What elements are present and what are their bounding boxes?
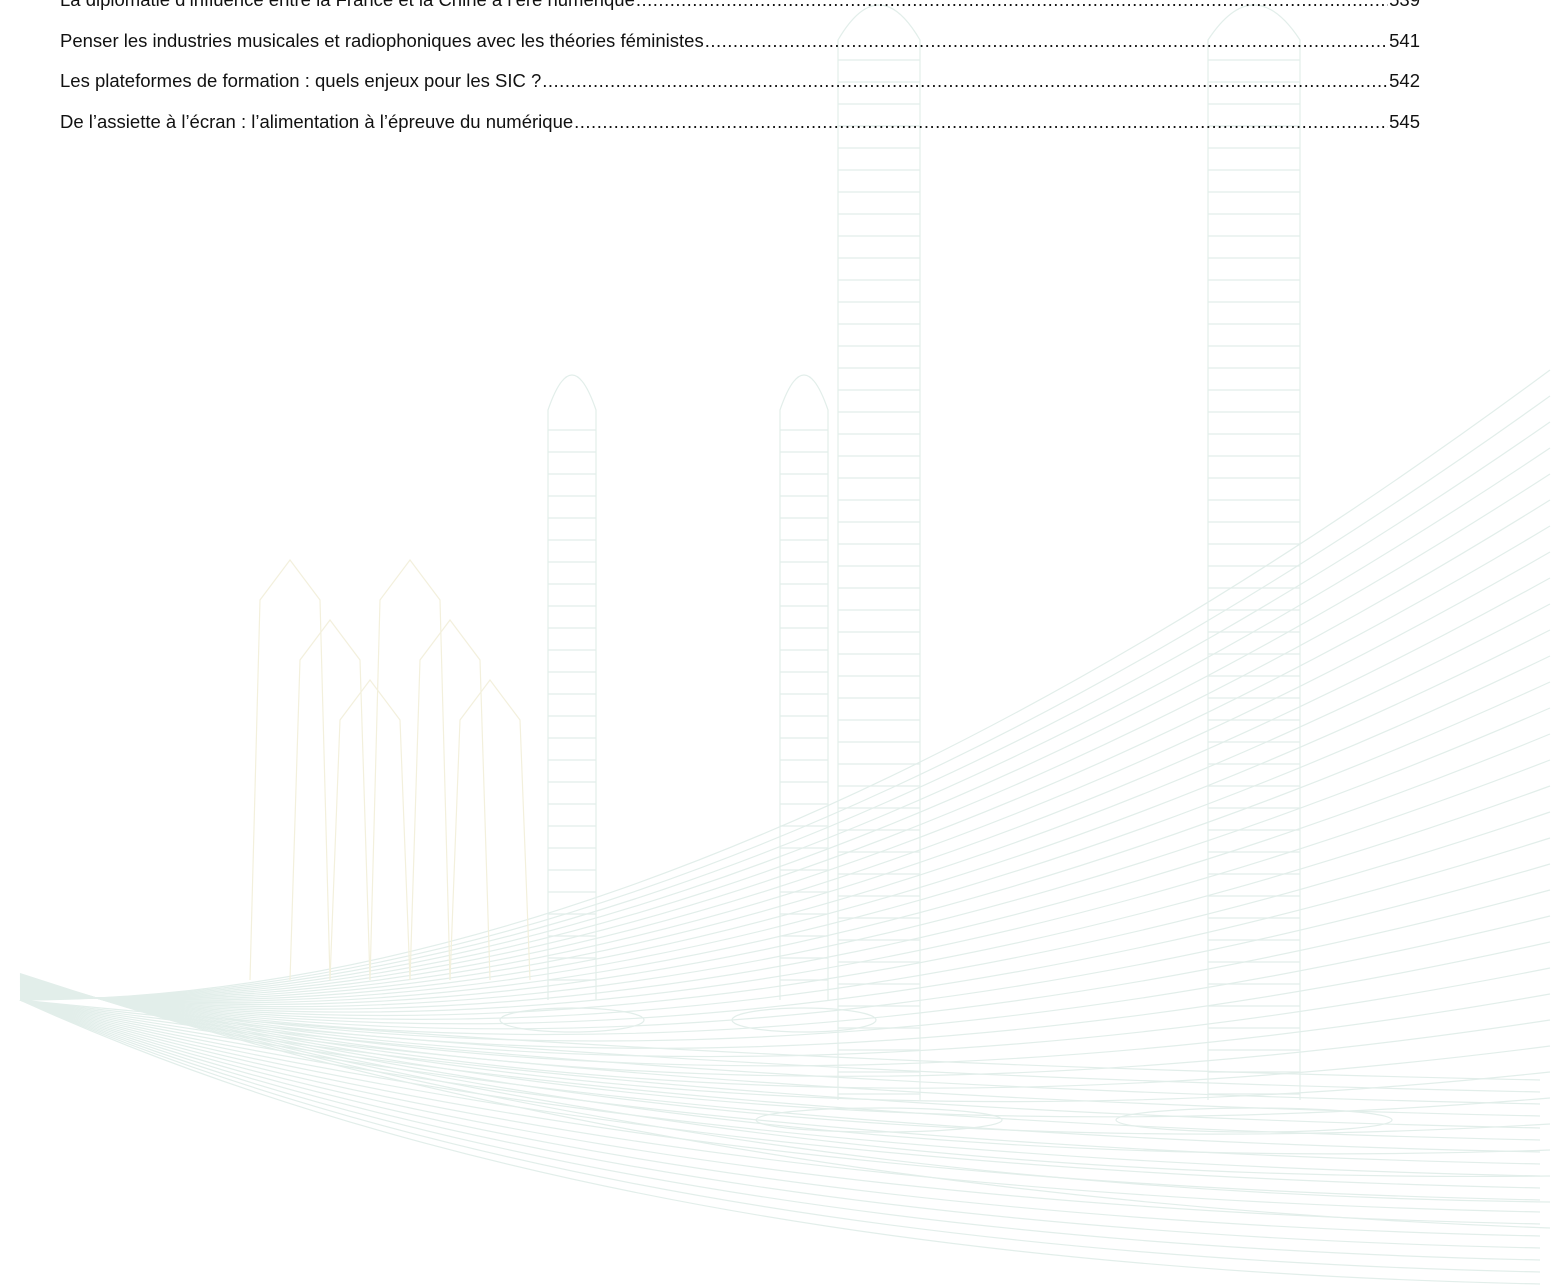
decor: [19, 473, 1551, 999]
toc-entry[interactable]: La diplomatie d’influence entre la Franc…: [60, 0, 1420, 21]
decor: [19, 759, 1551, 1013]
decor: [19, 999, 1541, 1249]
decor: [755, 1107, 1003, 1133]
decor: [19, 525, 1551, 999]
decor: [19, 447, 1551, 999]
decor: [19, 655, 1551, 1004]
page-number: 545: [1389, 110, 1420, 132]
decor: [731, 1007, 877, 1033]
decor: [499, 1007, 645, 1033]
decor: [19, 999, 1541, 1237]
decor: [779, 374, 829, 1000]
decor: [329, 679, 411, 981]
decor: [19, 889, 1551, 1036]
toc-entry[interactable]: De l’assiette à l’écran : l’alimentation…: [60, 102, 1420, 143]
decor: [837, 4, 921, 1100]
decor: [19, 999, 1541, 1225]
decor: [19, 551, 1551, 1000]
decor: [409, 619, 491, 981]
toc-entry[interactable]: Les plateformes de formation : quels enj…: [60, 61, 1420, 102]
decor: [19, 785, 1551, 1017]
decor: [19, 999, 1541, 1261]
decor: [19, 733, 1551, 1010]
page-number: 542: [1389, 70, 1420, 91]
decor: [19, 999, 1541, 1189]
decor: [19, 973, 1551, 1203]
decor: [289, 619, 371, 981]
decor: [19, 973, 1551, 1229]
decor: [1115, 1107, 1393, 1133]
decor: [19, 967, 1551, 1058]
decor: [19, 915, 1551, 1042]
decor: [19, 999, 1541, 1153]
decor: [19, 369, 1551, 1001]
decor: [19, 999, 1541, 1093]
decor: [19, 707, 1551, 1008]
decor: [19, 999, 1541, 1165]
decor: [19, 999, 1541, 1273]
toc-entry[interactable]: Penser les industries musicales et radio…: [60, 21, 1420, 62]
decor: [19, 395, 1551, 1000]
page-number: 539: [1389, 0, 1420, 21]
decor: [19, 999, 1541, 1081]
decor: [19, 577, 1551, 1000]
page-number: 541: [1389, 29, 1420, 51]
dot-leader: [574, 102, 1388, 143]
decor: [19, 999, 1541, 1177]
table-of-contents: La diplomatie d’influence entre la Franc…: [60, 0, 1420, 142]
decor: [19, 999, 1541, 1201]
dot-leader: [636, 0, 1388, 21]
decor: [19, 499, 1551, 999]
decor: [19, 999, 1541, 1105]
dot-leader: [705, 21, 1388, 62]
entry-title: De l’assiette à l’écran : l’alimentation…: [60, 110, 574, 132]
decor: [19, 421, 1551, 1000]
decor: [19, 863, 1551, 1030]
decor: [19, 811, 1551, 1020]
decor: [369, 559, 451, 981]
decor: [19, 603, 1551, 1001]
decor: [19, 975, 1551, 1155]
dot-leader: [542, 61, 1388, 102]
decor: [449, 679, 531, 981]
decor: [19, 999, 1541, 1213]
entry-title: La diplomatie d’influence entre la Franc…: [60, 0, 635, 21]
decor: [19, 629, 1551, 1002]
entry-title: Les plateformes de formation : quels enj…: [60, 70, 542, 91]
decor: [19, 979, 1551, 1077]
decor: [547, 374, 597, 1000]
decor: [19, 837, 1551, 1025]
decor: [19, 999, 1541, 1285]
decor: [19, 977, 1551, 1118]
entry-title: Penser les industries musicales et radio…: [60, 29, 704, 51]
decor: [249, 559, 331, 981]
decor: [19, 999, 1541, 1129]
decor: [19, 974, 1551, 1178]
decor: [19, 681, 1551, 1006]
